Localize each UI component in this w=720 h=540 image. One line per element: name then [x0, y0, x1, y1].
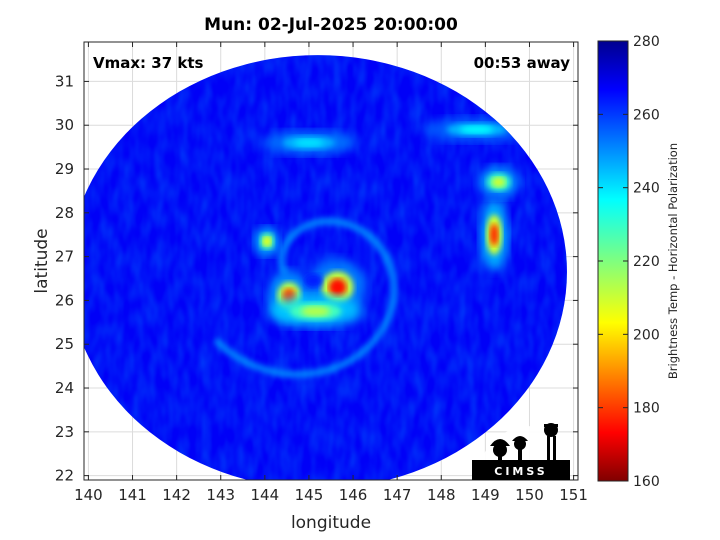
feature-band-ne-fragments: [460, 125, 494, 134]
colorbar-tick-label: 160: [633, 474, 660, 490]
cimss-logo: CIMSS: [472, 423, 570, 480]
feature-band-west: [263, 236, 271, 246]
x-axis-ticks: 140 141 142 143 144 145 146 147 148 149 150 151: [74, 42, 588, 504]
time-away-annotation: 00:53 away: [474, 54, 571, 72]
x-tick-label: 143: [206, 486, 235, 504]
colorbar-tick-label: 180: [633, 401, 660, 417]
x-axis-label: longitude: [291, 513, 371, 533]
x-tick-label: 150: [515, 486, 544, 504]
axes-frame: [83, 41, 579, 481]
y-tick-label: 31: [55, 72, 74, 90]
colorbar-tick-label: 260: [633, 107, 660, 123]
y-tick-label: 25: [55, 335, 74, 353]
y-tick-label: 27: [55, 248, 74, 266]
feature-eyewall-east: [328, 278, 347, 297]
chart-title: Mun: 02-Jul-2025 20:00:00: [204, 15, 458, 35]
y-axis-ticks: 22 23 24 25 26 27 28 29 30 31: [55, 72, 578, 485]
feature-core-south: [301, 306, 330, 317]
x-tick-label: 151: [559, 486, 588, 504]
x-tick-label: 140: [74, 486, 103, 504]
x-tick-label: 146: [339, 486, 368, 504]
y-tick-label: 28: [55, 204, 74, 222]
y-tick-label: 24: [55, 379, 74, 397]
y-tick-label: 23: [55, 423, 74, 441]
x-tick-label: 147: [383, 486, 412, 504]
colorbar-ticks: 160 180 200 220 240 260 280: [598, 34, 660, 490]
y-tick-label: 26: [55, 291, 74, 309]
x-tick-label: 148: [427, 486, 456, 504]
feature-outer-band-east: [489, 223, 499, 246]
x-tick-label: 149: [471, 486, 500, 504]
x-tick-label: 144: [251, 486, 280, 504]
y-tick-label: 29: [55, 160, 74, 178]
colorbar-tick-label: 240: [633, 181, 660, 197]
colorbar-tick-label: 220: [633, 254, 660, 270]
colorbar-tick-label: 200: [633, 327, 660, 343]
x-tick-label: 145: [295, 486, 324, 504]
colorbar: 160 180 200 220 240 260 280 Brightness Temp - …: [597, 34, 680, 490]
y-axis-label: latitude: [32, 228, 52, 293]
swath-image: [84, 55, 567, 480]
y-tick-label: 30: [55, 116, 74, 134]
vmax-annotation: Vmax: 37 kts: [93, 54, 203, 72]
y-tick-label: 22: [55, 467, 74, 485]
colorbar-tick-label: 280: [633, 34, 660, 50]
feature-band-north-arc: [294, 138, 324, 147]
convective-cells: [254, 117, 531, 328]
colorbar-label: Brightness Temp - Horizontal Polarizatio…: [666, 143, 680, 379]
storm-eye: [304, 273, 323, 288]
spiral-band: [212, 217, 398, 378]
feature-outer-band-east-north: [492, 177, 506, 188]
x-tick-label: 142: [162, 486, 191, 504]
x-tick-label: 141: [118, 486, 147, 504]
rainbands: [212, 217, 398, 378]
cimss-logo-text: CIMSS: [494, 465, 547, 478]
